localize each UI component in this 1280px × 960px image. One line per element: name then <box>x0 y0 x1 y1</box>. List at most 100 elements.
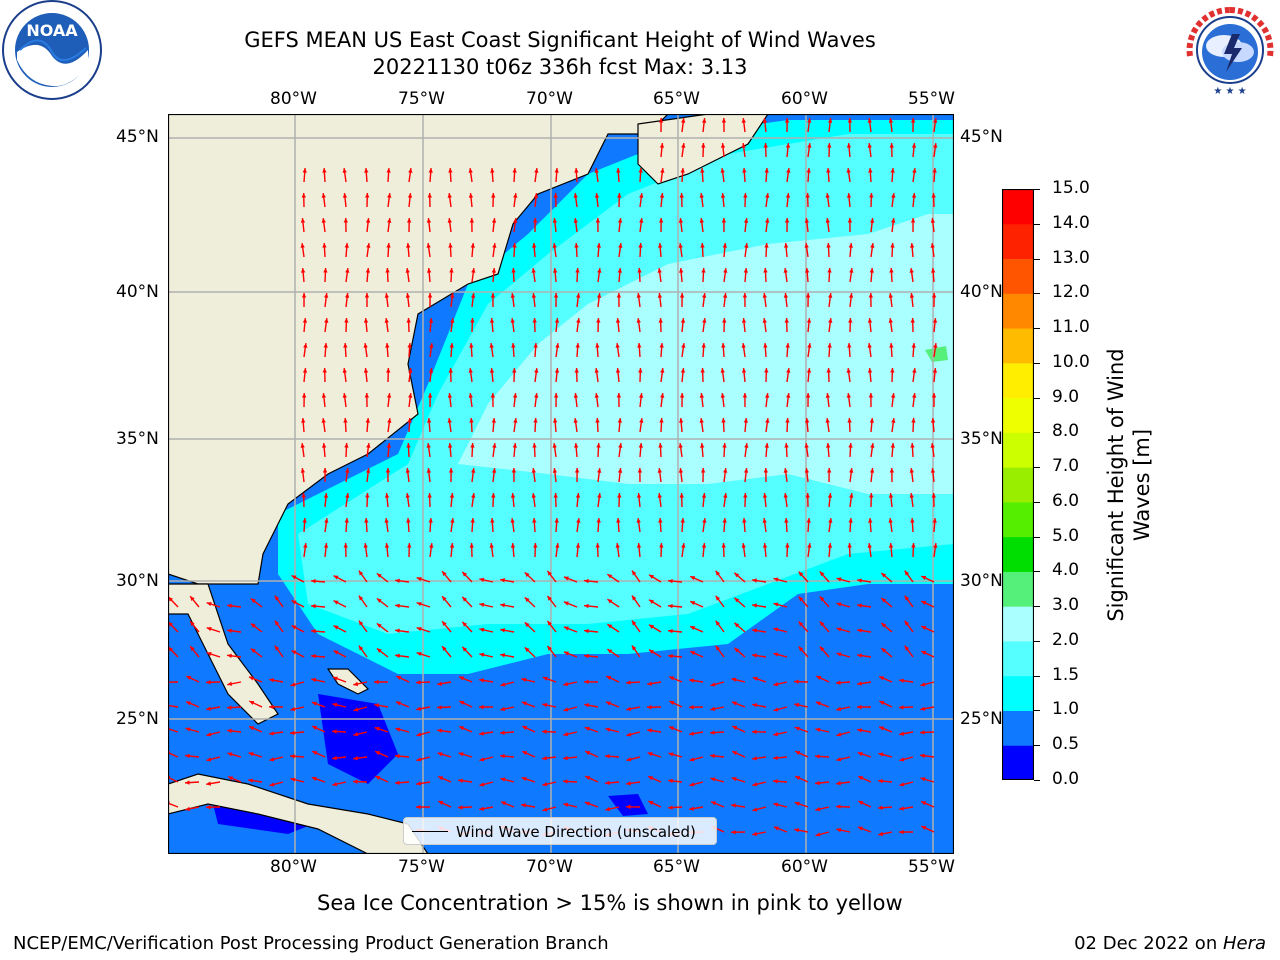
wave-direction-arrow <box>679 492 684 508</box>
wave-direction-arrow <box>880 597 893 608</box>
wave-direction-arrow <box>606 675 620 683</box>
wave-direction-arrow <box>437 728 452 733</box>
wave-direction-arrow <box>657 493 662 508</box>
wind-wave-arrows <box>163 117 938 837</box>
wave-direction-arrow <box>500 706 515 712</box>
lat-label-right-30n: 30°N <box>960 571 1003 591</box>
wave-direction-arrow <box>596 317 601 333</box>
wave-direction-arrow <box>269 731 284 736</box>
wave-direction-arrow <box>741 543 746 558</box>
colorbar-tick-mark <box>1034 640 1040 642</box>
wave-direction-arrow <box>300 443 305 458</box>
wave-direction-arrow <box>185 753 200 759</box>
wave-direction-arrow <box>366 443 371 458</box>
wave-direction-arrow <box>468 193 474 208</box>
wave-direction-arrow <box>743 218 749 233</box>
wave-direction-arrow <box>437 681 452 686</box>
wave-direction-arrow <box>720 368 725 383</box>
wave-direction-arrow <box>310 629 326 634</box>
wave-direction-arrow <box>773 652 788 658</box>
wave-direction-arrow <box>636 493 642 508</box>
wave-direction-arrow <box>849 468 854 483</box>
wave-direction-arrow <box>510 318 515 333</box>
wave-direction-arrow <box>898 829 914 835</box>
wave-direction-arrow <box>342 368 347 383</box>
wave-direction-arrow <box>322 367 327 383</box>
wave-direction-arrow <box>763 342 768 358</box>
wave-direction-arrow <box>798 646 809 658</box>
run-date: 02 Dec 2022 on Hera <box>1074 933 1266 954</box>
wave-direction-arrow <box>512 367 517 383</box>
wave-direction-arrow <box>910 217 916 233</box>
wave-direction-arrow <box>920 575 935 583</box>
wave-direction-arrow <box>647 775 662 783</box>
wave-direction-arrow <box>227 752 242 758</box>
wave-direction-arrow <box>807 143 812 158</box>
wave-direction-arrow <box>365 417 370 433</box>
wave-direction-arrow <box>512 442 518 458</box>
wave-direction-arrow <box>689 650 704 658</box>
wave-direction-arrow <box>743 192 748 208</box>
wave-direction-arrow <box>678 443 683 458</box>
wave-direction-arrow <box>396 675 410 683</box>
wave-direction-arrow <box>206 756 221 762</box>
wave-direction-arrow <box>387 418 392 433</box>
wave-direction-arrow <box>931 392 937 408</box>
wave-direction-arrow <box>616 517 621 533</box>
wave-direction-arrow <box>405 493 410 508</box>
wave-direction-arrow <box>532 217 538 233</box>
wave-direction-arrow <box>324 293 329 308</box>
wave-direction-arrow <box>345 268 350 283</box>
wave-direction-arrow <box>880 572 893 583</box>
wave-direction-arrow <box>889 342 894 358</box>
wave-direction-arrow <box>353 706 368 712</box>
wave-direction-arrow <box>764 442 769 458</box>
wave-direction-arrow <box>933 543 938 558</box>
wave-direction-arrow <box>563 651 578 658</box>
wave-direction-arrow <box>426 267 432 283</box>
wave-direction-arrow <box>546 595 557 608</box>
colorbar-tick-label: 0.5 <box>1052 734 1080 755</box>
wave-direction-arrow <box>478 704 494 710</box>
wave-direction-arrow <box>448 242 453 258</box>
wave-direction-arrow <box>512 393 518 408</box>
wave-direction-arrow <box>731 701 746 708</box>
wave-direction-arrow <box>618 443 623 458</box>
wave-direction-arrow <box>647 752 662 758</box>
colorbar-swatch <box>1002 258 1034 294</box>
wave-direction-arrow <box>722 242 727 258</box>
wave-direction-arrow <box>794 801 809 808</box>
wave-direction-arrow <box>384 543 390 558</box>
wave-direction-arrow <box>743 267 748 283</box>
wave-direction-arrow <box>899 678 914 683</box>
wave-direction-arrow <box>450 518 455 533</box>
wave-direction-arrow <box>689 781 704 787</box>
wave-direction-arrow <box>206 651 221 658</box>
wave-direction-arrow <box>911 342 916 358</box>
wave-direction-arrow <box>920 706 935 711</box>
wave-direction-arrow <box>594 393 599 408</box>
wave-direction-arrow <box>846 368 851 383</box>
wave-direction-arrow <box>595 217 601 233</box>
wave-direction-arrow <box>185 727 200 733</box>
wave-direction-arrow <box>631 570 641 583</box>
wave-direction-arrow <box>868 392 874 408</box>
wave-direction-arrow <box>331 729 347 734</box>
wave-direction-arrow <box>385 342 390 358</box>
wave-direction-arrow <box>689 600 704 608</box>
wave-direction-arrow <box>931 492 936 508</box>
wave-direction-arrow <box>910 517 915 533</box>
wave-direction-arrow <box>301 292 307 308</box>
wave-direction-arrow <box>931 267 936 283</box>
wave-direction-arrow <box>827 493 833 508</box>
noaa-logo: NOAA <box>0 0 104 100</box>
wave-direction-arrow <box>752 653 767 658</box>
wave-direction-arrow <box>658 442 663 458</box>
wave-direction-arrow <box>594 193 600 208</box>
wave-direction-arrow <box>606 648 620 658</box>
wave-direction-arrow <box>805 492 810 508</box>
wave-direction-arrow <box>636 293 641 308</box>
wave-direction-arrow <box>648 800 662 808</box>
wave-direction-arrow <box>291 574 305 583</box>
wave-direction-arrow <box>680 318 686 333</box>
